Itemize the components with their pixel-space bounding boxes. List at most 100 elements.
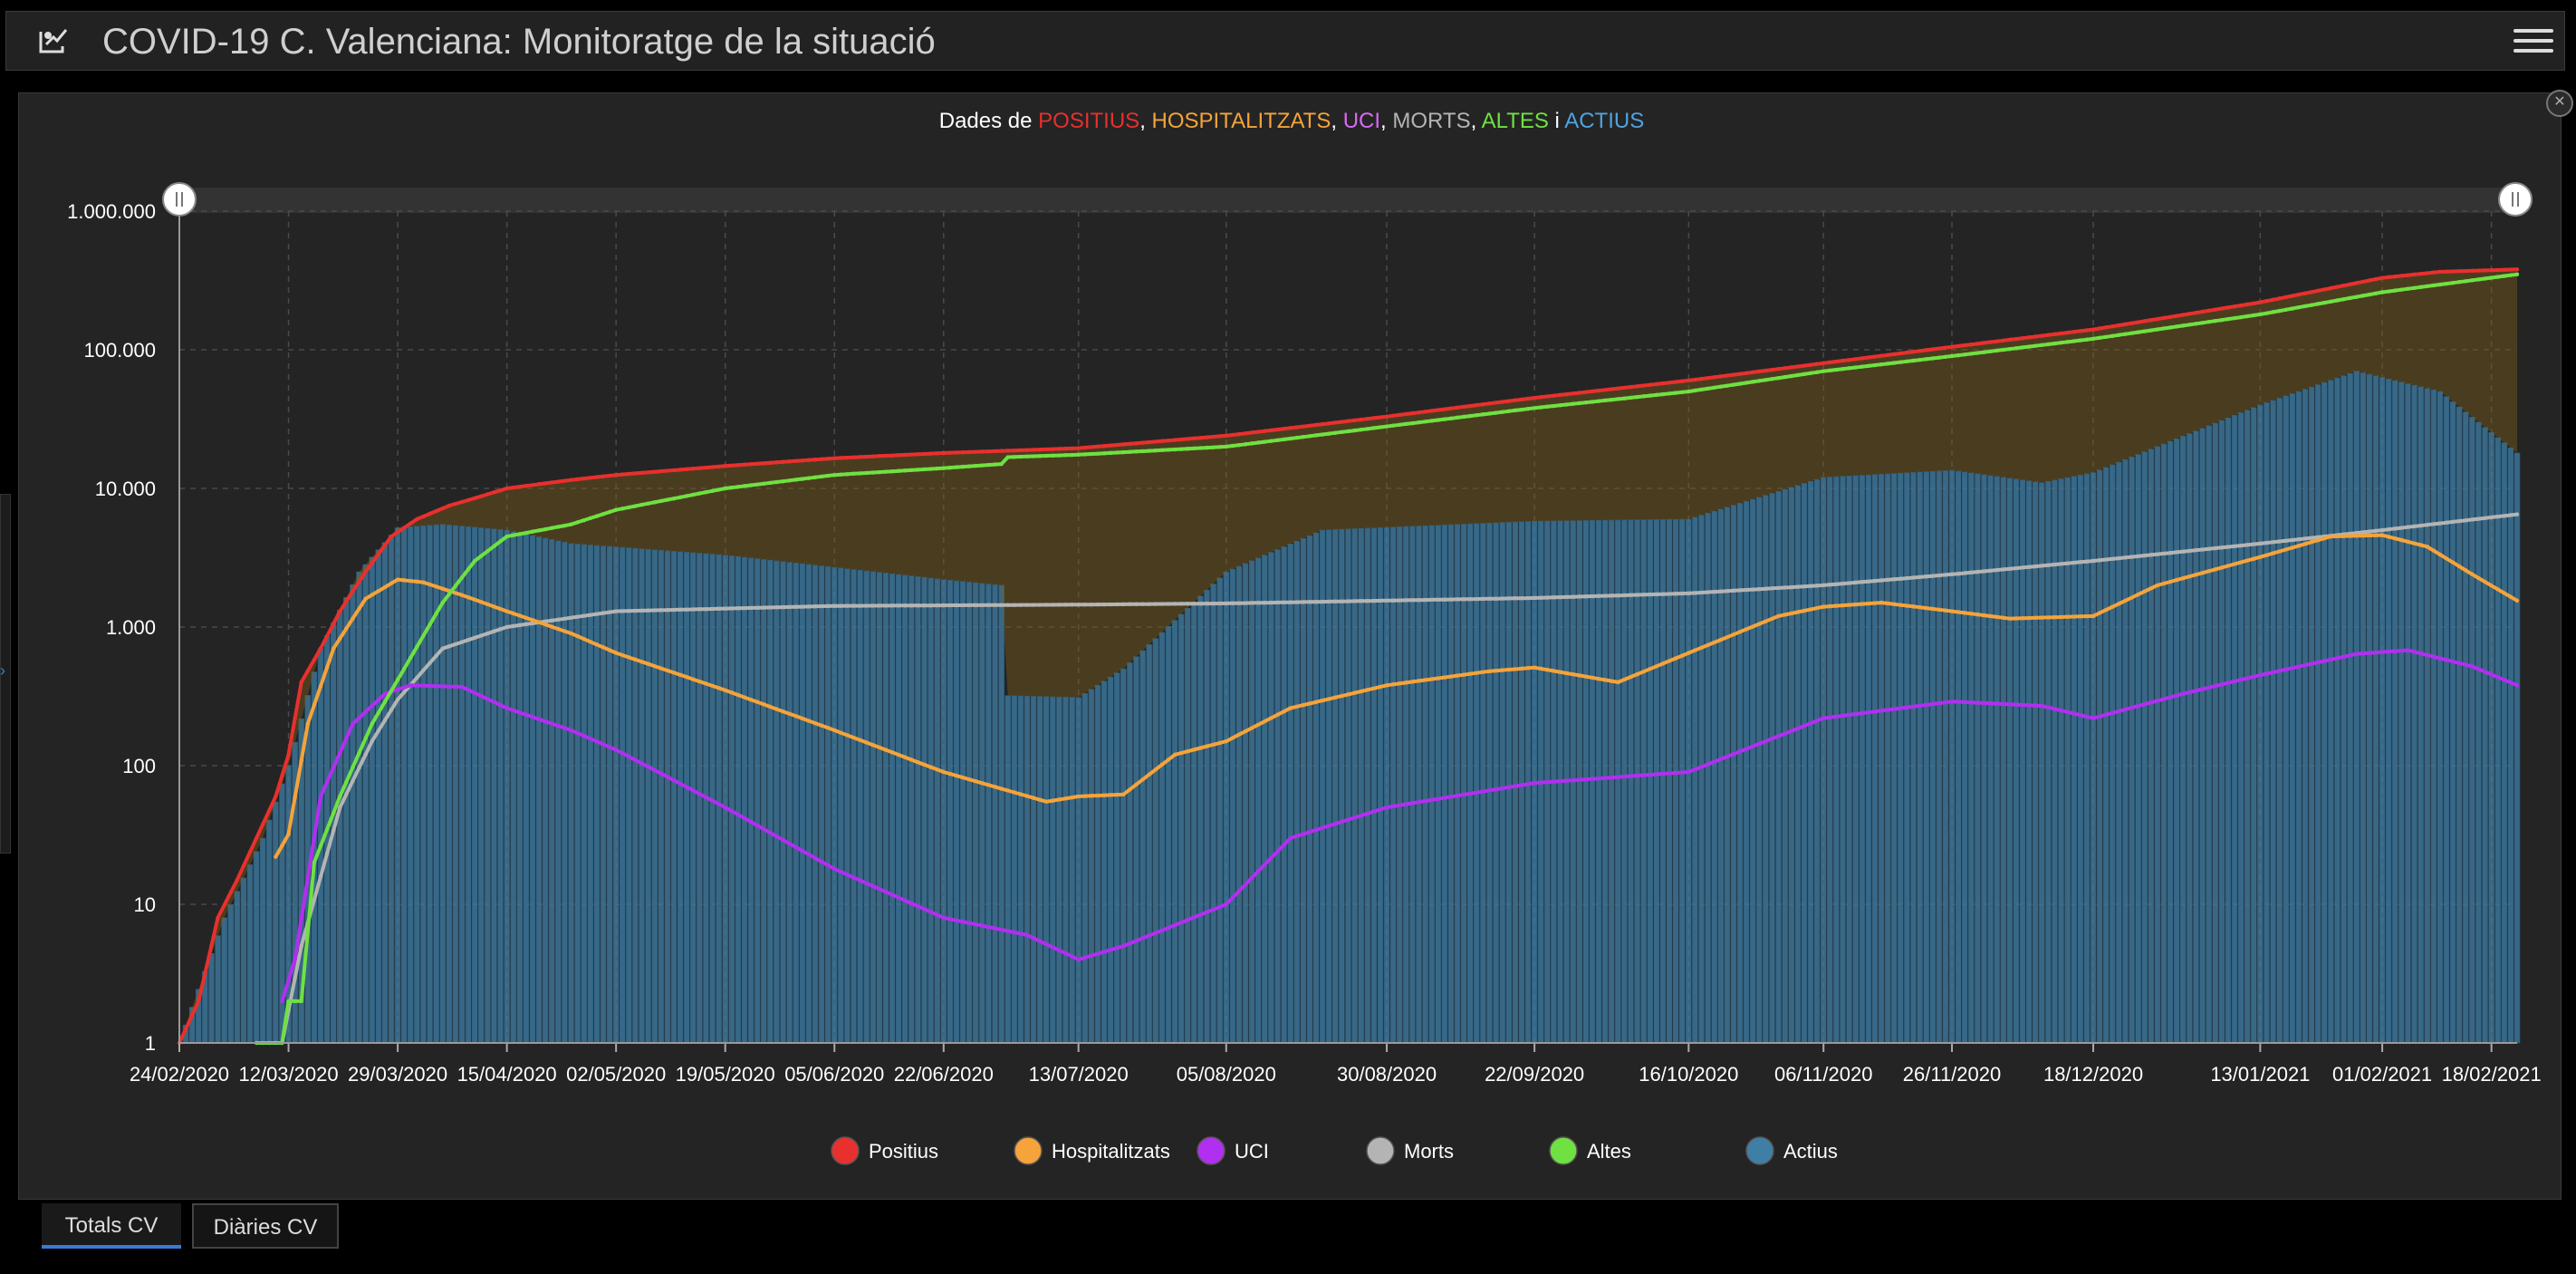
hospitalitzats-point: [858, 738, 862, 742]
hospitalitzats-point: [1776, 613, 1781, 619]
hamburger-menu-icon[interactable]: [2514, 23, 2553, 59]
morts-point: [1506, 596, 1511, 601]
uci-point: [2065, 709, 2070, 715]
morts-point: [1860, 580, 1864, 584]
hospitalitzats-point: [1468, 671, 1473, 676]
hospitalitzats-point: [2097, 611, 2102, 615]
actius-bar: [1011, 695, 1018, 1044]
actius-bar: [2154, 446, 2161, 1044]
legend-marker-positius[interactable]: [831, 1136, 860, 1165]
positius-point: [2335, 285, 2340, 289]
positius-point: [421, 514, 426, 519]
actius-bar: [1493, 522, 1499, 1044]
uci-point: [851, 875, 856, 880]
actius-bar: [1319, 529, 1326, 1044]
x-tick-label: 30/08/2020: [1337, 1063, 1437, 1086]
legend-label-uci[interactable]: UCI: [1235, 1140, 1269, 1163]
positius-point: [209, 943, 214, 948]
altes-point: [1641, 394, 1646, 399]
legend-marker-altes[interactable]: [1549, 1136, 1578, 1165]
morts-point: [639, 608, 644, 613]
uci-point: [2244, 676, 2250, 680]
uci-point: [1885, 708, 1890, 712]
uci-point: [376, 698, 381, 702]
altes-point: [2290, 306, 2295, 311]
hospitalitzats-point: [280, 843, 284, 848]
legend-marker-actius[interactable]: [1745, 1136, 1774, 1165]
morts-point: [620, 609, 625, 613]
uci-point: [2418, 651, 2423, 656]
hospitalitzats-point: [1872, 601, 1878, 605]
x-tick-label: 16/10/2020: [1639, 1063, 1738, 1086]
actius-bar: [2398, 381, 2405, 1044]
positius-point: [684, 467, 689, 471]
chart-panel: ✕ Dades de POSITIUS, HOSPITALITZATS, UCI…: [18, 90, 2573, 1200]
chevron-right-icon[interactable]: ›: [0, 661, 5, 680]
morts-point: [1789, 584, 1793, 590]
range-handle-right[interactable]: [2498, 182, 2533, 217]
legend-marker-uci[interactable]: [1197, 1136, 1226, 1165]
morts-point: [1256, 601, 1261, 605]
hospitalitzats-point: [1532, 665, 1537, 670]
legend-label-altes[interactable]: Altes: [1587, 1140, 1631, 1163]
positius-point: [1301, 424, 1306, 429]
altes-point: [812, 475, 818, 479]
morts-point: [575, 614, 580, 619]
hospitalitzats-point: [1860, 602, 1864, 606]
legend-label-morts[interactable]: Morts: [1404, 1140, 1454, 1163]
actius-bar: [2102, 467, 2110, 1044]
actius-bar: [940, 579, 947, 1044]
legend-marker-morts[interactable]: [1366, 1136, 1395, 1165]
legend-label-positius[interactable]: Positius: [869, 1140, 938, 1163]
positius-point: [459, 499, 465, 505]
morts-point: [1583, 594, 1589, 599]
range-handle-left[interactable]: [162, 182, 197, 217]
altes-point: [980, 463, 985, 468]
close-icon[interactable]: ✕: [2546, 90, 2573, 117]
uci-point: [2052, 707, 2057, 711]
morts-point: [941, 603, 946, 608]
uci-point: [1776, 734, 1781, 738]
positius-point: [1751, 370, 1755, 375]
morts-point: [2302, 536, 2308, 541]
morts-point: [376, 729, 381, 733]
hospitalitzats-point: [2187, 574, 2192, 579]
legend-label-actius[interactable]: Actius: [1783, 1140, 1838, 1163]
positius-point: [1494, 401, 1498, 405]
positius-point: [1051, 447, 1055, 451]
positius-point: [1153, 439, 1158, 444]
actius-bar: [1846, 476, 1852, 1044]
morts-point: [2238, 543, 2244, 548]
hospitalitzats-point: [2341, 534, 2346, 538]
altes-point: [440, 600, 445, 605]
tab-totals-cv[interactable]: Totals CV: [42, 1203, 181, 1249]
hospitalitzats-point: [1539, 666, 1543, 671]
altes-point: [1012, 455, 1016, 459]
positius-point: [1378, 415, 1383, 420]
hospitalitzats-point: [1384, 683, 1389, 688]
legend-label-hospitalitzats[interactable]: Hospitalitzats: [1052, 1140, 1170, 1163]
positius-point: [909, 452, 914, 457]
legend-marker-hospitalitzats[interactable]: [1014, 1136, 1043, 1165]
positius-point: [338, 609, 342, 613]
positius-point: [1307, 423, 1312, 429]
positius-point: [671, 468, 677, 473]
side-panel-handle[interactable]: [0, 494, 11, 854]
actius-bar: [2276, 398, 2283, 1044]
uci-point: [1802, 723, 1807, 729]
hospitalitzats-point: [1340, 693, 1344, 699]
uci-point: [1018, 931, 1024, 936]
hospitalitzats-point: [704, 681, 708, 686]
actius-bar: [722, 555, 728, 1044]
morts-point: [1744, 587, 1749, 593]
uci-point: [2360, 651, 2366, 656]
altes-point: [1937, 355, 1942, 360]
altes-point: [993, 462, 997, 467]
morts-point: [2495, 514, 2500, 519]
morts-point: [787, 604, 792, 610]
morts-point: [1359, 599, 1363, 603]
hospitalitzats-point: [1616, 680, 1620, 685]
tab-diaries-cv[interactable]: Diàries CV: [192, 1203, 339, 1249]
positius-point: [1320, 421, 1325, 427]
actius-bar: [2199, 428, 2206, 1044]
